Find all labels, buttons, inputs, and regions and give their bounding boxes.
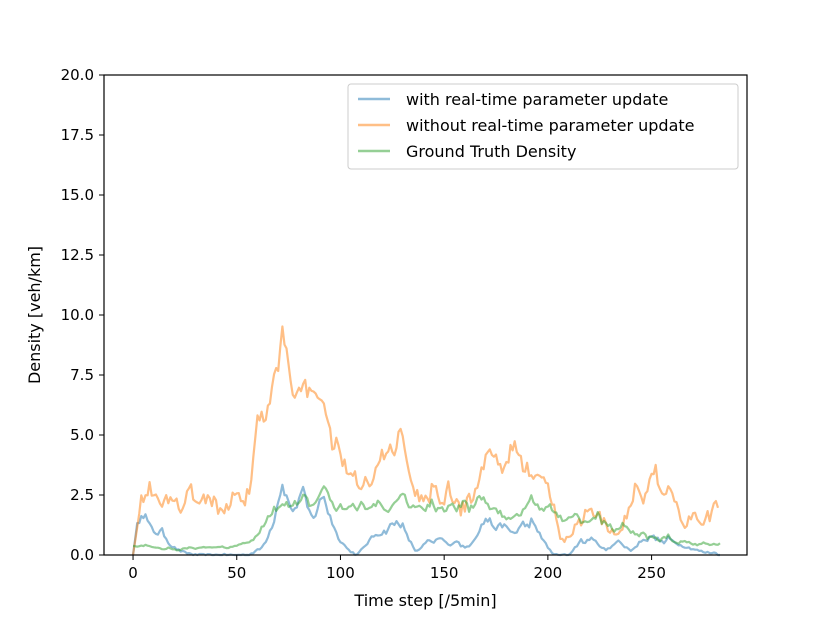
y-axis-label: Density [veh/km] [25, 246, 44, 384]
y-tick-label: 5.0 [70, 426, 94, 444]
y-tick-label: 2.5 [70, 486, 94, 504]
legend-box [347, 83, 739, 170]
legend-label-3: Ground Truth Density [406, 142, 576, 161]
x-tick-label: 250 [637, 564, 666, 582]
x-tick-label: 150 [430, 564, 459, 582]
y-tick-label: 12.5 [61, 246, 94, 264]
y-tick-label: 20.0 [61, 66, 94, 84]
y-tick-label: 0.0 [70, 546, 94, 564]
x-tick-label: 100 [326, 564, 355, 582]
y-tick-label: 15.0 [61, 186, 94, 204]
legend: with real-time parameter update without r… [347, 83, 739, 170]
x-tick-label: 200 [534, 564, 563, 582]
legend-label-1: with real-time parameter update [406, 90, 668, 109]
legend-label-2: without real-time parameter update [406, 116, 695, 135]
x-axis: 0 50 100 150 200 250 [128, 555, 666, 582]
y-tick-label: 7.5 [70, 366, 94, 384]
series-line-3 [132, 485, 721, 552]
x-axis-label: Time step [/5min] [353, 591, 496, 610]
y-axis: 0.0 2.5 5.0 7.5 10.0 12.5 15.0 17.5 20.0 [61, 66, 104, 564]
series-line-2 [131, 325, 720, 556]
y-tick-label: 10.0 [61, 306, 94, 324]
y-tick-label: 17.5 [61, 126, 94, 144]
x-tick-label: 50 [227, 564, 246, 582]
x-tick-label: 0 [128, 564, 138, 582]
